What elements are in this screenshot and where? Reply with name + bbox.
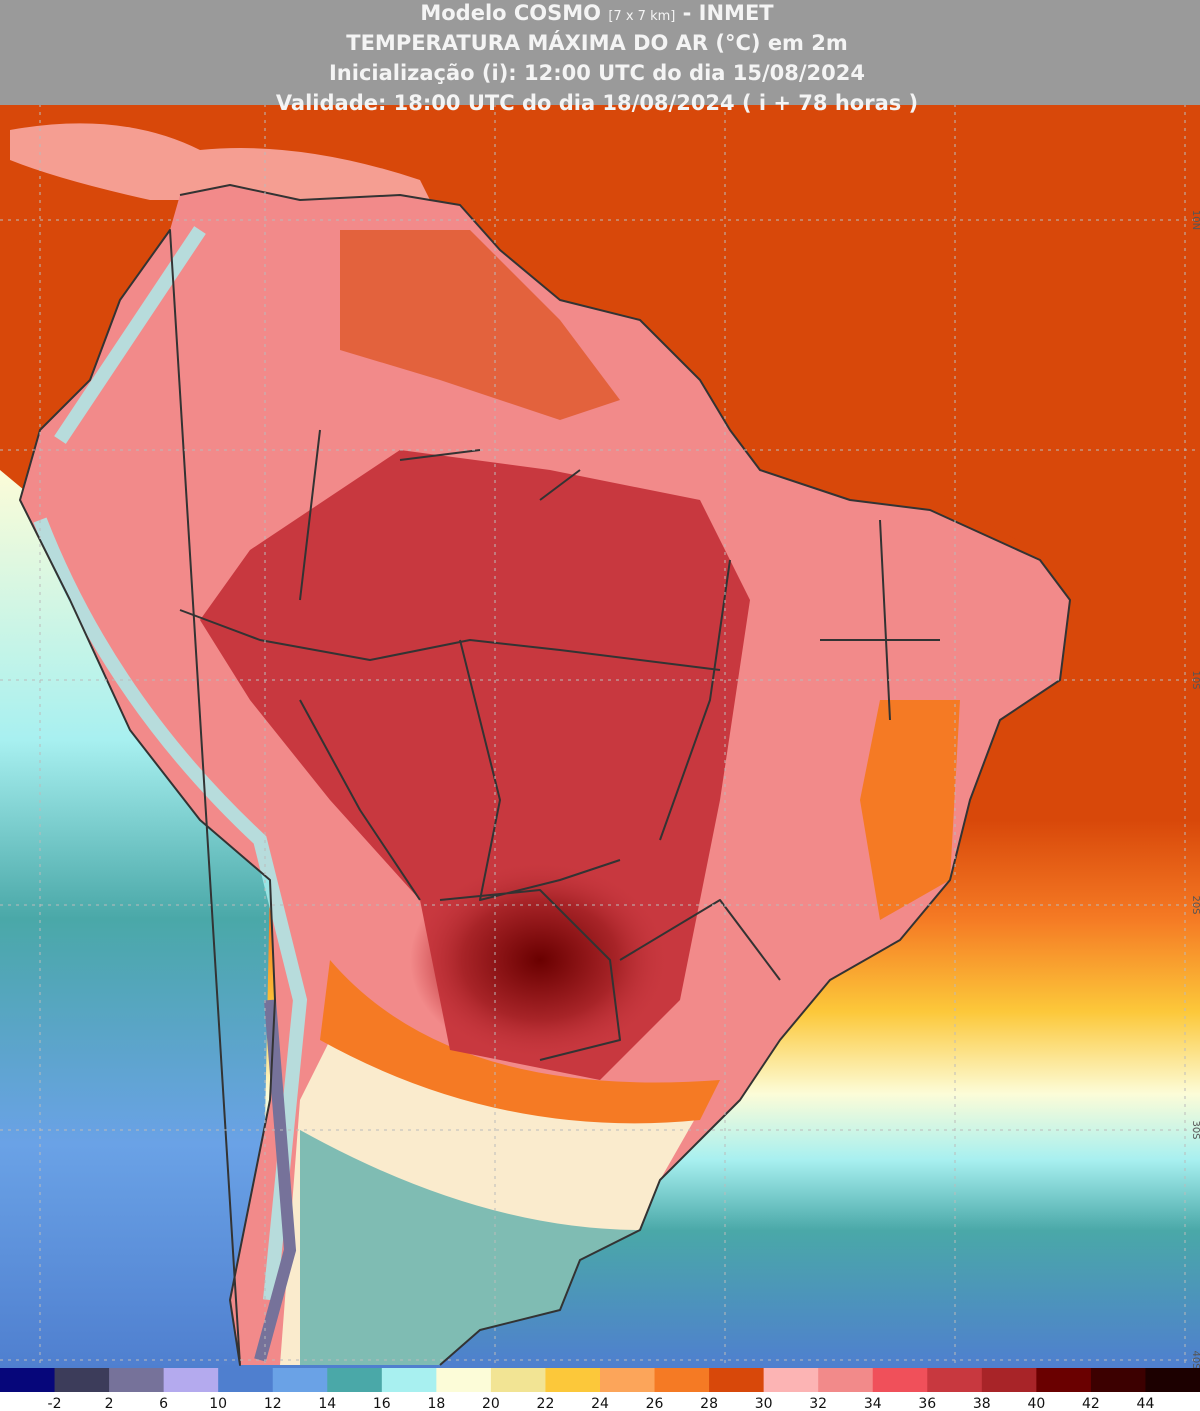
colorbar: -2 2 6 10 12 14 16 18 20 22 24 26 28 30 32 34 36 38 40 42 44 xyxy=(0,1368,1200,1411)
initialization: Inicialização (i): 12:00 UTC do dia 15/0… xyxy=(329,61,865,85)
colorbar-swatch xyxy=(327,1368,383,1392)
colorbar-swatch xyxy=(818,1368,874,1392)
colorbar-swatch xyxy=(709,1368,765,1392)
patagonia xyxy=(300,1130,640,1365)
colorbar-label: 14 xyxy=(318,1396,336,1411)
north-warm xyxy=(340,230,620,420)
colorbar-swatch xyxy=(163,1368,219,1392)
caribbean xyxy=(10,123,430,200)
colorbar-label: 38 xyxy=(973,1396,991,1411)
colorbar-swatch xyxy=(436,1368,492,1392)
source: - INMET xyxy=(683,1,775,25)
colorbar-swatch xyxy=(272,1368,328,1392)
colorbar-swatch xyxy=(1090,1368,1146,1392)
lat-label: 10S xyxy=(1190,670,1200,689)
colorbar-label: -2 xyxy=(48,1396,62,1411)
warm-front xyxy=(320,960,720,1124)
validity: Validade: 18:00 UTC do dia 18/08/2024 ( … xyxy=(276,91,918,115)
colorbar-label: 26 xyxy=(646,1396,664,1411)
colorbar-label: 16 xyxy=(373,1396,391,1411)
colorbar-swatch xyxy=(109,1368,165,1392)
header-line-1: Modelo COSMO [7 x 7 km] - INMET xyxy=(420,1,774,25)
colorbar-swatch xyxy=(981,1368,1037,1392)
north-ocean xyxy=(0,105,1200,560)
model: Modelo COSMO xyxy=(420,1,601,25)
lat-label: 10N xyxy=(1190,210,1200,230)
lat-label: 30S xyxy=(1190,1120,1200,1139)
colorbar-label: 12 xyxy=(264,1396,282,1411)
colorbar-label: 32 xyxy=(809,1396,827,1411)
colorbar-label: 18 xyxy=(427,1396,445,1411)
colorbar-swatch xyxy=(381,1368,437,1392)
east-warm xyxy=(860,700,960,920)
colorbar-swatch xyxy=(0,1368,56,1392)
borders xyxy=(179,429,940,1061)
colorbar-label: 36 xyxy=(918,1396,936,1411)
colorbar-swatch xyxy=(763,1368,819,1392)
colorbar-swatch xyxy=(1145,1368,1200,1392)
colorbar-swatch xyxy=(218,1368,274,1392)
lat-label: 20S xyxy=(1190,895,1200,914)
colorbar-swatch xyxy=(927,1368,983,1392)
header-band xyxy=(0,0,1200,105)
hottest xyxy=(410,860,670,1060)
andes xyxy=(33,226,308,1301)
graticule: 80W70W40W30W10N10S20S30S40S xyxy=(0,0,1200,1370)
colorbar-label: 42 xyxy=(1082,1396,1100,1411)
colorbar-swatch xyxy=(872,1368,928,1392)
colorbar-label: 20 xyxy=(482,1396,500,1411)
colorbar-label: 40 xyxy=(1027,1396,1045,1411)
colorbar-swatch xyxy=(490,1368,546,1392)
colorbar-label: 30 xyxy=(755,1396,773,1411)
pacific xyxy=(0,470,270,1368)
colorbar-swatch xyxy=(54,1368,110,1392)
colorbar-swatch xyxy=(600,1368,656,1392)
map-area xyxy=(0,0,1200,1368)
colorbar-label: 2 xyxy=(105,1396,114,1411)
lat-label: 40S xyxy=(1190,1350,1200,1369)
coastline xyxy=(19,184,1071,1366)
colorbar-label: 34 xyxy=(864,1396,882,1411)
resolution: [7 x 7 km] xyxy=(608,9,675,24)
colorbar-label: 24 xyxy=(591,1396,609,1411)
colorbar-label: 22 xyxy=(537,1396,555,1411)
colorbar-label: 28 xyxy=(700,1396,718,1411)
title: TEMPERATURA MÁXIMA DO AR (°C) em 2m xyxy=(346,30,848,55)
colorbar-swatch xyxy=(654,1368,710,1392)
colorbar-label: 10 xyxy=(209,1396,227,1411)
colorbar-swatch xyxy=(545,1368,601,1392)
andes-south xyxy=(254,999,297,1362)
colorbar-label: 44 xyxy=(1137,1396,1155,1411)
colorbar-label: 6 xyxy=(159,1396,168,1411)
colorbar-swatch xyxy=(1036,1368,1092,1392)
